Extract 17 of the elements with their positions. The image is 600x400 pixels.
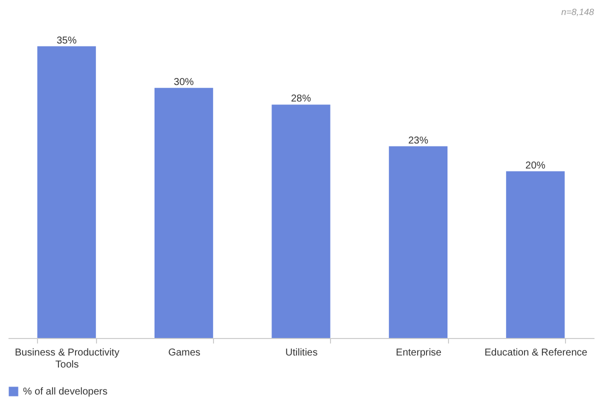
data-label: 35%	[56, 35, 77, 46]
text: n=8,148	[561, 7, 594, 17]
bar	[37, 46, 96, 338]
data-label: 20%	[525, 160, 546, 172]
bar	[272, 104, 330, 338]
x-tick-label: Business & Productivity Tools	[14, 348, 120, 370]
x-tick-label: Games	[168, 348, 200, 358]
data-label: 23%	[408, 135, 428, 146]
bar	[154, 88, 214, 338]
bar	[388, 146, 448, 338]
bar	[506, 171, 565, 338]
data-label: 28%	[290, 94, 312, 105]
data-label: 30%	[174, 76, 194, 88]
x-tick-label: Enterprise	[396, 348, 442, 358]
x-tick-label: Education & Reference	[484, 348, 588, 358]
x-tick-label: Utilities	[285, 348, 318, 358]
legend-label: % of all developers	[23, 386, 108, 398]
